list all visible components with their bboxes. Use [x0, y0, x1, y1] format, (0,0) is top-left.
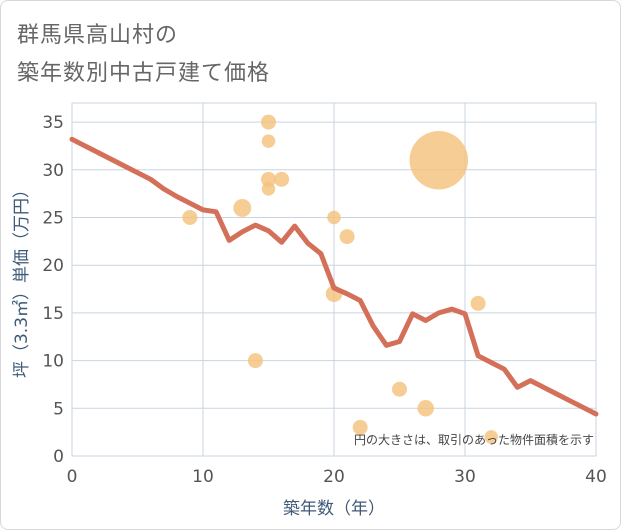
- x-tick-label: 0: [67, 467, 78, 487]
- x-tick-label: 20: [323, 467, 345, 487]
- y-tick-label: 25: [42, 208, 64, 228]
- bubble-point: [261, 171, 276, 187]
- x-axis-label: 築年数（年）: [283, 499, 385, 519]
- x-tick-label: 10: [192, 467, 214, 487]
- y-axis-label: 坪（3.3㎡）単価（万円）: [12, 181, 32, 378]
- bubble-point: [261, 182, 276, 196]
- y-tick-label: 20: [42, 256, 64, 276]
- x-tick-labels: 0 10 20 30 40: [67, 467, 607, 487]
- bubble-point: [261, 114, 276, 130]
- bubble-point: [182, 209, 198, 225]
- y-tick-label: 30: [42, 161, 64, 181]
- y-tick-label: 10: [42, 352, 64, 372]
- bubble-point: [470, 295, 486, 311]
- y-tick-label: 5: [53, 399, 64, 419]
- bubble-point: [392, 381, 407, 397]
- bubble-point: [247, 353, 263, 369]
- x-tick-label: 30: [454, 467, 476, 487]
- grid-lines: [71, 103, 597, 457]
- bubble-point: [409, 130, 469, 190]
- bubble-point: [327, 210, 341, 225]
- bubble-point: [274, 171, 290, 187]
- trend-line: [69, 136, 599, 417]
- bubble-point: [484, 430, 498, 444]
- bubble-point: [352, 419, 368, 435]
- bubble-point: [261, 134, 276, 148]
- chart-title-line2: 築年数別中古戸建て価格: [17, 61, 271, 86]
- bubble-series: [182, 114, 498, 444]
- bubble-size-note: 円の大きさは、取引のあった物件面積を示す: [354, 432, 594, 447]
- y-tick-label: 35: [42, 113, 64, 133]
- bubble-point: [233, 198, 252, 217]
- x-tick-label: 40: [585, 467, 607, 487]
- y-tick-labels: 0 5 10 15 20 25 30 35: [42, 113, 64, 467]
- y-tick-label: 15: [42, 304, 64, 324]
- y-tick-label: 0: [53, 447, 64, 467]
- bubble-point: [417, 400, 434, 417]
- bubble-point: [339, 229, 355, 245]
- chart-title-line1: 群馬県高山村の: [17, 23, 179, 48]
